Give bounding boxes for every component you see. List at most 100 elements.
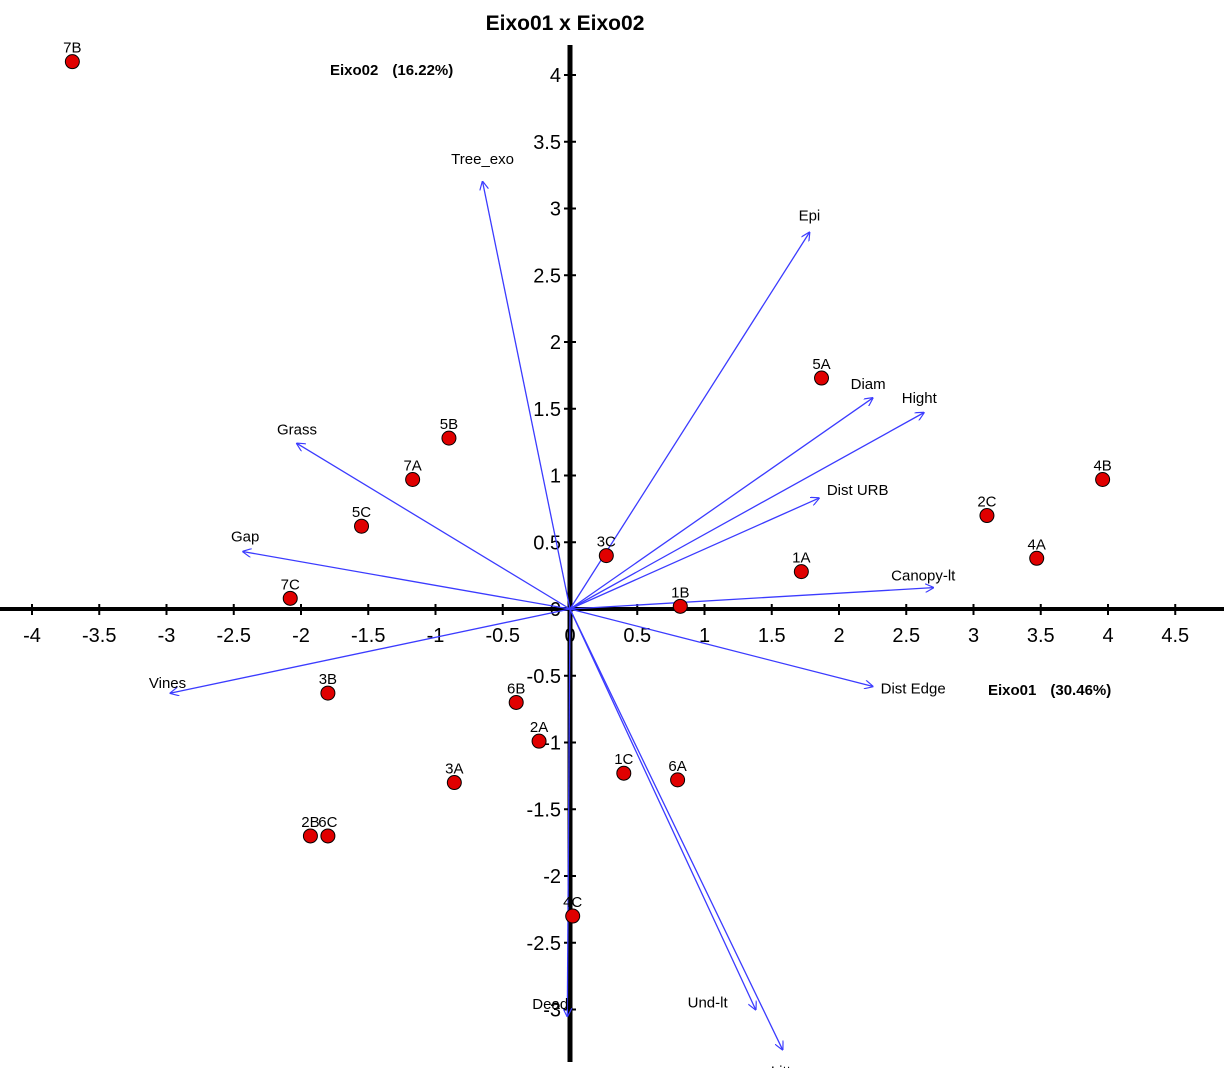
x-tick-label: 4.5: [1161, 625, 1189, 647]
y-tick-label: 1.5: [533, 399, 561, 421]
y-tick-label: -2: [543, 866, 561, 888]
vectors: Tree_exo Epi Diam Hight Dist URB Canopy-lt Dis…: [149, 151, 956, 1068]
vector-label: Dist Edge: [881, 680, 946, 697]
vector-label: Canopy-lt: [891, 568, 956, 585]
vector-label: Litter: [771, 1064, 804, 1068]
vector-label: Tree_exo: [451, 151, 514, 168]
y-tick-label: -1: [543, 733, 561, 755]
x-tick-label: 3: [968, 625, 979, 647]
data-point: [814, 370, 830, 386]
data-point: [1029, 550, 1045, 566]
chart-title: Eixo01 x Eixo02: [486, 12, 645, 35]
data-point: [320, 828, 336, 844]
data-point: [508, 694, 524, 710]
data-point: [565, 908, 581, 924]
point-label: 7C: [281, 576, 300, 593]
y-tick-label: 1: [550, 466, 561, 488]
x-tick-label: -3: [158, 625, 176, 647]
vector-label: Grass: [277, 421, 317, 438]
vector-label: Gap: [231, 529, 259, 546]
x-tick-label: 2.5: [892, 625, 920, 647]
vector-arrow: [569, 398, 873, 610]
x-tick-label: -1: [427, 625, 445, 647]
vector-arrow: [171, 608, 571, 693]
point-label: 4B: [1093, 458, 1111, 475]
vector-label: Vines: [149, 675, 186, 692]
point-label: 6C: [318, 814, 337, 831]
vector-label: Epi: [799, 208, 821, 225]
point-label: 6A: [668, 758, 686, 775]
point-label: 5C: [352, 504, 371, 521]
point-label: 1C: [614, 751, 633, 768]
y-tick-label: 2: [550, 332, 561, 354]
vector-arrow: [569, 608, 756, 1010]
point-label: 4A: [1028, 536, 1046, 553]
y-tick-label: 3: [550, 199, 561, 221]
x-tick-label: -1.5: [351, 625, 385, 647]
x-tick-label: -2: [292, 625, 310, 647]
data-point: [672, 598, 688, 614]
point-label: 2C: [977, 494, 996, 511]
vector-arrow: [569, 233, 809, 610]
y-tick-label: 2.5: [533, 265, 561, 287]
vector-arrow: [567, 608, 570, 1016]
x-tick-label: 0.5: [623, 625, 651, 647]
vector-arrow: [569, 413, 924, 610]
data-point: [405, 472, 421, 488]
vector-label: Und-lt: [688, 995, 729, 1012]
vector-arrow: [297, 443, 571, 610]
y-tick-label: 4: [550, 65, 561, 87]
y-tick-label: -0.5: [527, 666, 561, 688]
point-label: 3C: [597, 534, 616, 551]
data-point: [979, 508, 995, 524]
axes: [0, 45, 1224, 1062]
x-tick-label: -2.5: [217, 625, 251, 647]
point-label: 5A: [812, 356, 830, 373]
vector-label: Dist URB: [827, 482, 889, 499]
data-point: [446, 775, 462, 791]
x-axis-title: Eixo01 (30.46%): [988, 682, 1111, 699]
x-tick-label: 3.5: [1027, 625, 1055, 647]
data-point: [616, 765, 632, 781]
point-label: 4C: [563, 894, 582, 911]
point-label: 7A: [403, 458, 421, 475]
data-point: [793, 564, 809, 580]
y-tick-label: -1.5: [527, 799, 561, 821]
data-point: [354, 518, 370, 534]
point-label: 6B: [507, 680, 525, 697]
x-tick-label: 2: [833, 625, 844, 647]
vector-arrow: [569, 608, 873, 686]
vector-arrow: [569, 588, 933, 610]
x-tick-label: -4: [23, 625, 41, 647]
point-label: 3A: [445, 761, 463, 778]
points: 7B 5A 5B 7A 4B 2C 5C 3C 4A 1A 7C 1B 3B 6B 2A 1C 6A 3A 2B6C…: [63, 40, 1112, 924]
x-tick-label: -3.5: [82, 625, 116, 647]
data-point: [282, 590, 298, 606]
y-tick-label: -2.5: [527, 933, 561, 955]
data-point: [441, 430, 457, 446]
vector-label: Diam: [851, 376, 886, 393]
y-axis-title: Eixo02 (16.22%): [330, 62, 453, 79]
y-tick-label: 3.5: [533, 132, 561, 154]
x-tick-label: -0.5: [486, 625, 520, 647]
x-tick-label: 1.5: [758, 625, 786, 647]
point-label: 7B: [63, 40, 81, 57]
data-point: [64, 54, 80, 70]
vector-label: Dead: [532, 996, 568, 1013]
y-tick-label: -3: [543, 1000, 561, 1022]
point-label: 2B: [301, 814, 319, 831]
vector-arrow: [243, 552, 571, 610]
x-tick-label: 4: [1102, 625, 1113, 647]
data-point: [302, 828, 318, 844]
point-label: 5B: [440, 416, 458, 433]
data-point: [598, 548, 614, 564]
data-point: [670, 772, 686, 788]
data-point: [320, 685, 336, 701]
y-tick-label: 0: [550, 599, 561, 621]
point-label: 3B: [319, 671, 337, 688]
vector-arrow: [483, 182, 571, 610]
x-tick-label: 1: [699, 625, 710, 647]
vector-arrow: [569, 608, 783, 1050]
data-point: [531, 733, 547, 749]
y-tick-label: 0.5: [533, 532, 561, 554]
